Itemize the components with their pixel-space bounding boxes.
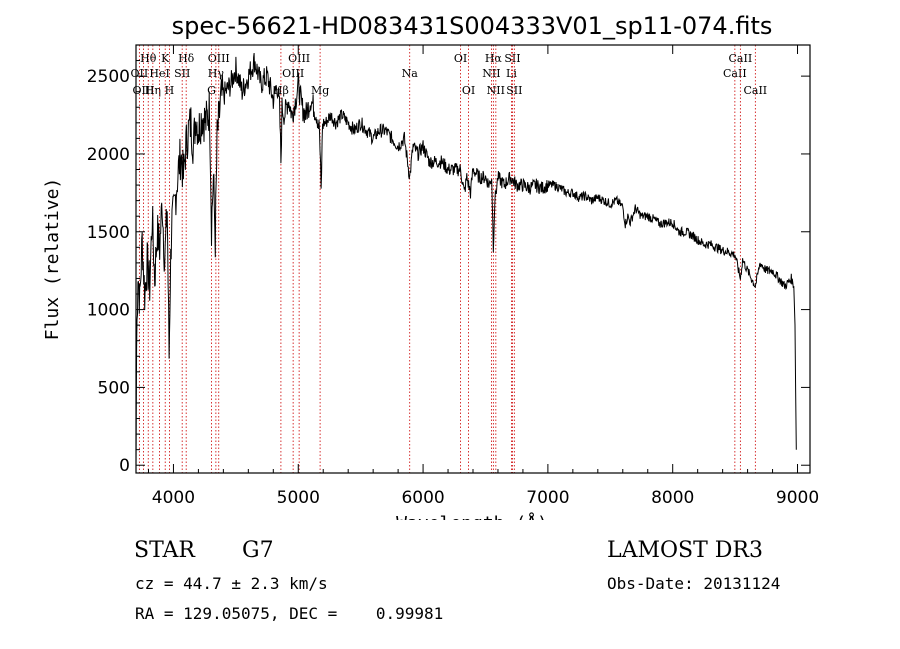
- line-label-19: NII: [482, 67, 500, 80]
- line-label-26: CaII: [729, 52, 753, 65]
- line-label-24: SII: [506, 84, 522, 97]
- line-label-2: OIII: [132, 84, 154, 97]
- line-label-20: Hα: [485, 52, 503, 65]
- y-tick-label-0: 0: [119, 456, 130, 476]
- line-label-13: OIII: [282, 67, 304, 80]
- line-label-27: CaII: [743, 84, 767, 97]
- line-label-9: OIII: [208, 52, 230, 65]
- line-label-14: OIII: [288, 52, 310, 65]
- line-label-6: H: [165, 84, 175, 97]
- line-label-7: SII: [174, 67, 190, 80]
- spectrum-line: [135, 52, 797, 466]
- x-tick-label-4: 8000: [651, 488, 694, 508]
- line-label-23: SII: [504, 52, 520, 65]
- y-tick-label-1: 500: [98, 378, 130, 398]
- line-label-4: HeI: [149, 67, 169, 80]
- spectrum-layer: [135, 52, 797, 466]
- line-label-18: OI: [462, 84, 475, 97]
- y-tick-label-5: 2500: [87, 67, 130, 87]
- y-tick-label-2: 1000: [87, 301, 130, 321]
- line-label-15: Mg: [311, 84, 329, 97]
- line-label-10: Hγ: [208, 67, 225, 80]
- line-label-25: CaII: [723, 67, 747, 80]
- line-label-17: OI: [454, 52, 467, 65]
- axes: 4000 5000 6000 7000 8000 9000 0 500 1000 1500 2000…: [87, 45, 819, 508]
- y-tick-label-4: 2000: [87, 145, 130, 165]
- survey-name: LAMOST DR3: [607, 538, 763, 563]
- chart-title: spec-56621-HD083431S004333V01_sp11-074.f…: [172, 12, 773, 40]
- y-axis-label: Flux (relative): [42, 178, 63, 341]
- line-label-0: Hθ: [140, 52, 157, 65]
- line-label-22: Li: [506, 67, 517, 80]
- line-label-21: NII: [487, 84, 505, 97]
- subclass: G7: [242, 538, 274, 563]
- line-label-16: Na: [402, 67, 419, 80]
- line-label-1: OII: [131, 67, 149, 80]
- x-tick-label-3: 7000: [526, 488, 569, 508]
- line-label-5: K: [161, 52, 170, 65]
- object-type: STAR: [134, 538, 195, 563]
- x-tick-label-5: 9000: [776, 488, 819, 508]
- observation-date: Obs-Date: 20131124: [607, 574, 781, 593]
- line-label-11: G: [207, 84, 216, 97]
- x-axis-label: Wavelength (Å): [396, 512, 548, 520]
- y-tick-label-3: 1500: [87, 223, 130, 243]
- line-label-8: Hδ: [178, 52, 195, 65]
- x-tick-label-1: 5000: [277, 488, 320, 508]
- spectrum-chart: spec-56621-HD083431S004333V01_sp11-074.f…: [42, 12, 819, 520]
- x-tick-label-2: 6000: [401, 488, 444, 508]
- x-tick-label-0: 4000: [152, 488, 195, 508]
- plot-frame: [135, 44, 811, 474]
- line-label-3: Hη: [145, 84, 161, 97]
- coordinates-readout: RA = 129.05075, DEC = 0.99981: [135, 604, 444, 623]
- redshift-readout: cz = 44.7 ± 2.3 km/s: [135, 574, 328, 593]
